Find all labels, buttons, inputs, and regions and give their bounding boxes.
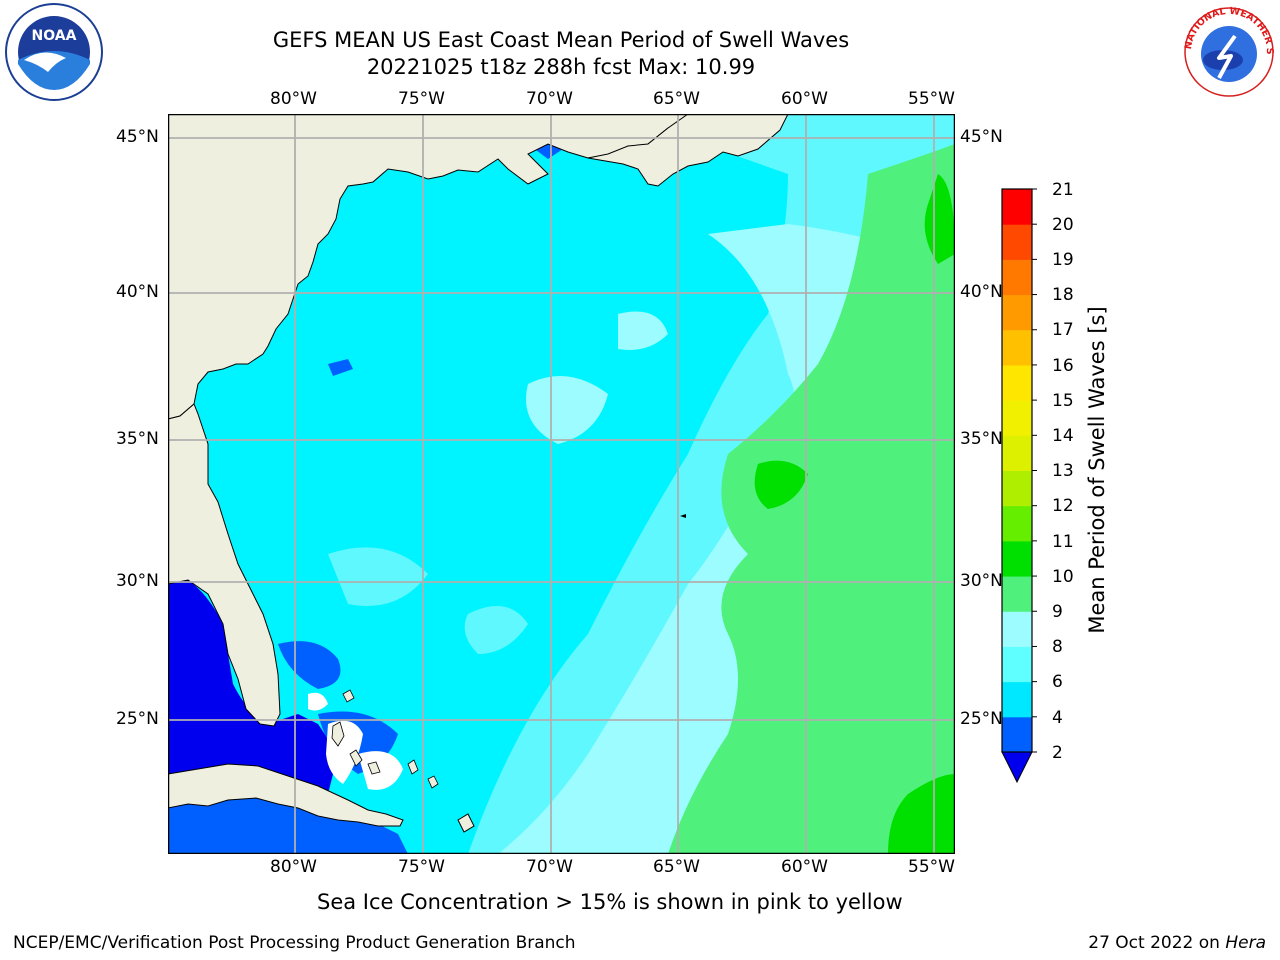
footer-left: NCEP/EMC/Verification Post Processing Pr… (13, 933, 576, 953)
land-southeast (167, 403, 281, 727)
nws-logo: NATIONAL WEATHER SERVICE (1175, 0, 1279, 102)
lat-label-right-35n: 35°N (960, 429, 1003, 449)
colorbar-tick-21: 21 (1052, 180, 1074, 200)
colorbar-bin (1002, 364, 1032, 401)
colorbar-bin (1002, 716, 1032, 753)
colorbar-bin (1002, 681, 1032, 718)
lon-label-top-70w: 70°W (526, 89, 573, 109)
footer-date: 27 Oct 2022 on (1088, 933, 1220, 953)
colorbar-bin (1002, 294, 1032, 331)
colorbar-tick-20: 20 (1052, 215, 1074, 235)
chart-title: GEFS MEAN US East Coast Mean Period of S… (272, 28, 850, 52)
footer-host: Hera (1225, 933, 1266, 953)
lat-label-left-35n: 35°N (116, 429, 159, 449)
colorbar-bin (1002, 435, 1032, 471)
lon-label-bottom-65w: 65°W (653, 857, 700, 877)
lat-label-right-45n: 45°N (960, 127, 1003, 147)
colorbar-tick-8: 8 (1052, 637, 1063, 657)
land-cuba (167, 763, 404, 827)
lon-label-bottom-80w: 80°W (270, 857, 317, 877)
colorbar-tick-6: 6 (1052, 672, 1063, 692)
colorbar-bin (1002, 611, 1032, 647)
chart-subtitle: 20221025 t18z 288h fcst Max: 10.99 (366, 55, 756, 79)
lon-label-top-55w: 55°W (908, 89, 955, 109)
lat-label-left-25n: 25°N (116, 709, 159, 729)
noaa-logo: NOAA (4, 2, 104, 102)
colorbar-tick-19: 19 (1052, 250, 1074, 270)
colorbar-tick-16: 16 (1052, 356, 1074, 376)
swell-zone-9-10 (668, 144, 955, 854)
colorbar-tick-13: 13 (1052, 461, 1074, 481)
colorbar-bin (1002, 259, 1032, 296)
colorbar-bin (1002, 189, 1032, 225)
map-frame (167, 113, 956, 855)
colorbar-tick-14: 14 (1052, 426, 1074, 446)
lat-label-right-25n: 25°N (960, 709, 1003, 729)
colorbar-bin (1002, 576, 1032, 612)
colorbar-tick-9: 9 (1052, 602, 1063, 622)
lon-label-bottom-60w: 60°W (781, 857, 828, 877)
colorbar-bin (1002, 505, 1032, 542)
colorbar-tick-2: 2 (1052, 743, 1063, 763)
colorbar-bin (1002, 540, 1032, 577)
lon-label-top-75w: 75°W (398, 89, 445, 109)
colorbar-tick-12: 12 (1052, 496, 1074, 516)
sea-ice-caption: Sea Ice Concentration > 15% is shown in … (317, 890, 903, 914)
colorbar-tick-4: 4 (1052, 708, 1063, 728)
lon-label-top-60w: 60°W (781, 89, 828, 109)
colorbar-tick-18: 18 (1052, 285, 1074, 305)
colorbar-tick-17: 17 (1052, 320, 1074, 340)
colorbar-bin (1002, 329, 1032, 366)
colorbar-extend-triangle (1001, 751, 1033, 784)
land-nova-scotia (587, 113, 789, 187)
colorbar-label: Mean Period of Swell Waves [s] (1085, 306, 1109, 634)
lon-label-bottom-70w: 70°W (526, 857, 573, 877)
colorbar-bin (1002, 224, 1032, 260)
swell-zone-10-11 (924, 174, 955, 264)
colorbar (1001, 188, 1037, 784)
lon-label-top-80w: 80°W (270, 89, 317, 109)
lat-label-left-40n: 40°N (116, 282, 159, 302)
lat-label-right-30n: 30°N (960, 571, 1003, 591)
colorbar-tick-11: 11 (1052, 532, 1074, 552)
lat-label-left-30n: 30°N (116, 571, 159, 591)
lon-label-bottom-55w: 55°W (908, 857, 955, 877)
colorbar-bin (1002, 470, 1032, 507)
map-gridlines (168, 114, 955, 854)
colorbar-tick-10: 10 (1052, 567, 1074, 587)
lat-label-left-45n: 45°N (116, 127, 159, 147)
lon-label-bottom-75w: 75°W (398, 857, 445, 877)
colorbar-bin (1002, 400, 1032, 436)
colorbar-tick-15: 15 (1052, 391, 1074, 411)
lon-label-top-65w: 65°W (653, 89, 700, 109)
colorbar-bin (1002, 646, 1032, 683)
lat-label-right-40n: 40°N (960, 282, 1003, 302)
footer-right: 27 Oct 2022 on Hera (1088, 933, 1266, 953)
svg-text:NOAA: NOAA (32, 28, 77, 44)
map-panel (167, 113, 956, 855)
